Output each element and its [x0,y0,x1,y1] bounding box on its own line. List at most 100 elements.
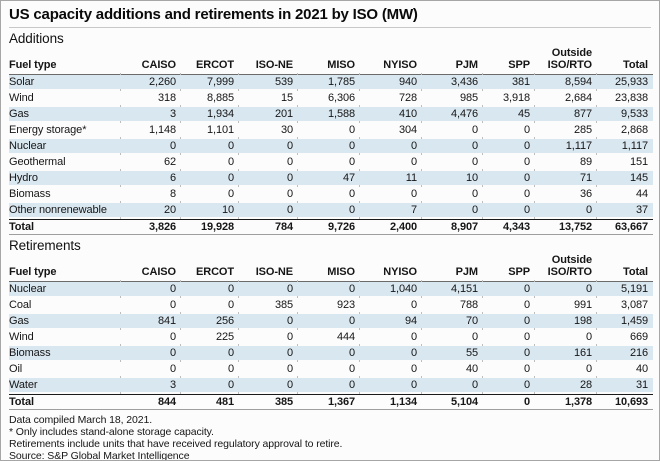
value-cell: 0 [238,312,298,330]
value-cell: 62 [120,153,181,171]
value-cell: 15 [238,89,298,107]
value-cell: 0 [180,169,239,187]
value-cell: 4,151 [421,280,483,298]
total-value-cell: 10,693 [596,392,653,410]
value-cell: 0 [359,344,422,362]
value-cell: 304 [359,121,422,139]
table-sections: Additions Fuel type CAISO ERCOT ISO-NE MISO N… [9,28,653,410]
column-header: MISO [298,255,360,282]
column-header: ISO-NE [239,48,298,75]
column-header: PJM [422,48,483,75]
value-cell: 161 [534,344,597,362]
value-cell: 0 [482,360,535,378]
total-value-cell: 1,134 [359,392,422,410]
value-cell: 0 [482,137,535,155]
total-value-cell: 13,752 [534,217,597,235]
value-cell: 0 [180,185,239,203]
value-cell: 3,918 [482,89,535,107]
value-cell: 23,838 [596,89,653,107]
value-cell: 0 [120,344,181,362]
column-header: MISO [298,48,360,75]
value-cell: 0 [297,201,360,219]
value-cell: 1,101 [180,121,239,139]
value-cell: 0 [238,360,298,378]
value-cell: 9,533 [596,105,653,123]
value-cell: 410 [359,105,422,123]
fuel-type-cell: Gas [9,107,121,123]
value-cell: 0 [120,360,181,378]
value-cell: 0 [482,201,535,219]
value-cell: 1,148 [120,121,181,139]
column-header: Outside ISO/RTO [535,254,597,282]
value-cell: 0 [421,201,483,219]
value-cell: 3 [120,376,181,394]
total-value-cell: 0 [482,392,535,410]
total-value-cell: 63,667 [596,217,653,235]
value-cell: 6,306 [297,89,360,107]
column-header: SPP [483,255,535,282]
value-cell: 1,459 [596,312,653,330]
value-cell: 3,436 [421,73,483,91]
value-cell: 0 [297,376,360,394]
table-row: Solar 2,260 7,999 539 1,785 940 3,436 381 8,594 2… [9,73,653,91]
value-cell: 0 [297,121,360,139]
value-cell: 381 [482,73,535,91]
value-cell: 31 [596,376,653,394]
value-cell: 0 [482,280,535,298]
value-cell: 539 [238,73,298,91]
value-cell: 0 [297,280,360,298]
table-row: Geothermal 62 0 0 0 0 0 0 89 151 [9,153,653,171]
value-cell: 0 [238,328,298,346]
total-label-cell: Total [9,394,121,410]
column-header: PJM [422,255,483,282]
value-cell: 45 [482,105,535,123]
value-cell: 0 [482,153,535,171]
footnote-line: * Only includes stand-alone storage capa… [9,426,214,438]
column-header-fuel-type: Fuel type [9,48,121,75]
value-cell: 0 [482,296,535,314]
section-label: Retirements [9,238,81,253]
total-value-cell: 9,726 [297,217,360,235]
value-cell: 151 [596,153,653,171]
value-cell: 285 [534,121,597,139]
value-cell: 0 [297,312,360,330]
value-cell: 1,040 [359,280,422,298]
table-section: Additions Fuel type CAISO ERCOT ISO-NE MISO N… [9,28,653,235]
fuel-type-cell: Biomass [9,187,121,203]
table-row: Coal 0 0 385 923 0 788 0 991 3,087 [9,296,653,314]
value-cell: 198 [534,312,597,330]
value-cell: 8,594 [534,73,597,91]
value-cell: 0 [297,137,360,155]
table-row: Wind 318 8,885 15 6,306 728 985 3,918 2,684 23,83… [9,89,653,107]
total-value-cell: 385 [238,392,298,410]
total-value-cell: 3,826 [120,217,181,235]
value-cell: 0 [421,121,483,139]
value-cell: 385 [238,296,298,314]
total-value-cell: 5,104 [421,392,483,410]
table-row: Nuclear 0 0 0 0 0 0 0 1,117 1,117 [9,137,653,155]
value-cell: 0 [359,153,422,171]
column-header: ISO-NE [239,255,298,282]
value-cell: 0 [180,296,239,314]
value-cell: 201 [238,105,298,123]
value-cell: 0 [120,280,181,298]
column-header: NYISO [360,255,422,282]
value-cell: 0 [421,376,483,394]
value-cell: 47 [297,169,360,187]
total-value-cell: 784 [238,217,298,235]
value-cell: 0 [238,185,298,203]
value-cell: 0 [238,201,298,219]
table-row: Other nonrenewable 20 10 0 0 7 0 0 0 37 [9,201,653,219]
table-row: Hydro 6 0 0 47 11 10 0 71 145 [9,169,653,187]
value-cell: 25,933 [596,73,653,91]
total-value-cell: 844 [120,392,181,410]
fuel-type-cell: Water [9,378,121,394]
value-cell: 7,999 [180,73,239,91]
column-header: NYISO [360,48,422,75]
value-cell: 0 [359,296,422,314]
total-value-cell: 19,928 [180,217,239,235]
value-cell: 0 [297,185,360,203]
fuel-type-cell: Nuclear [9,139,121,155]
data-table: Fuel type CAISO ERCOT ISO-NE MISO NYISO PJM SPP… [9,47,653,235]
value-cell: 3,087 [596,296,653,314]
